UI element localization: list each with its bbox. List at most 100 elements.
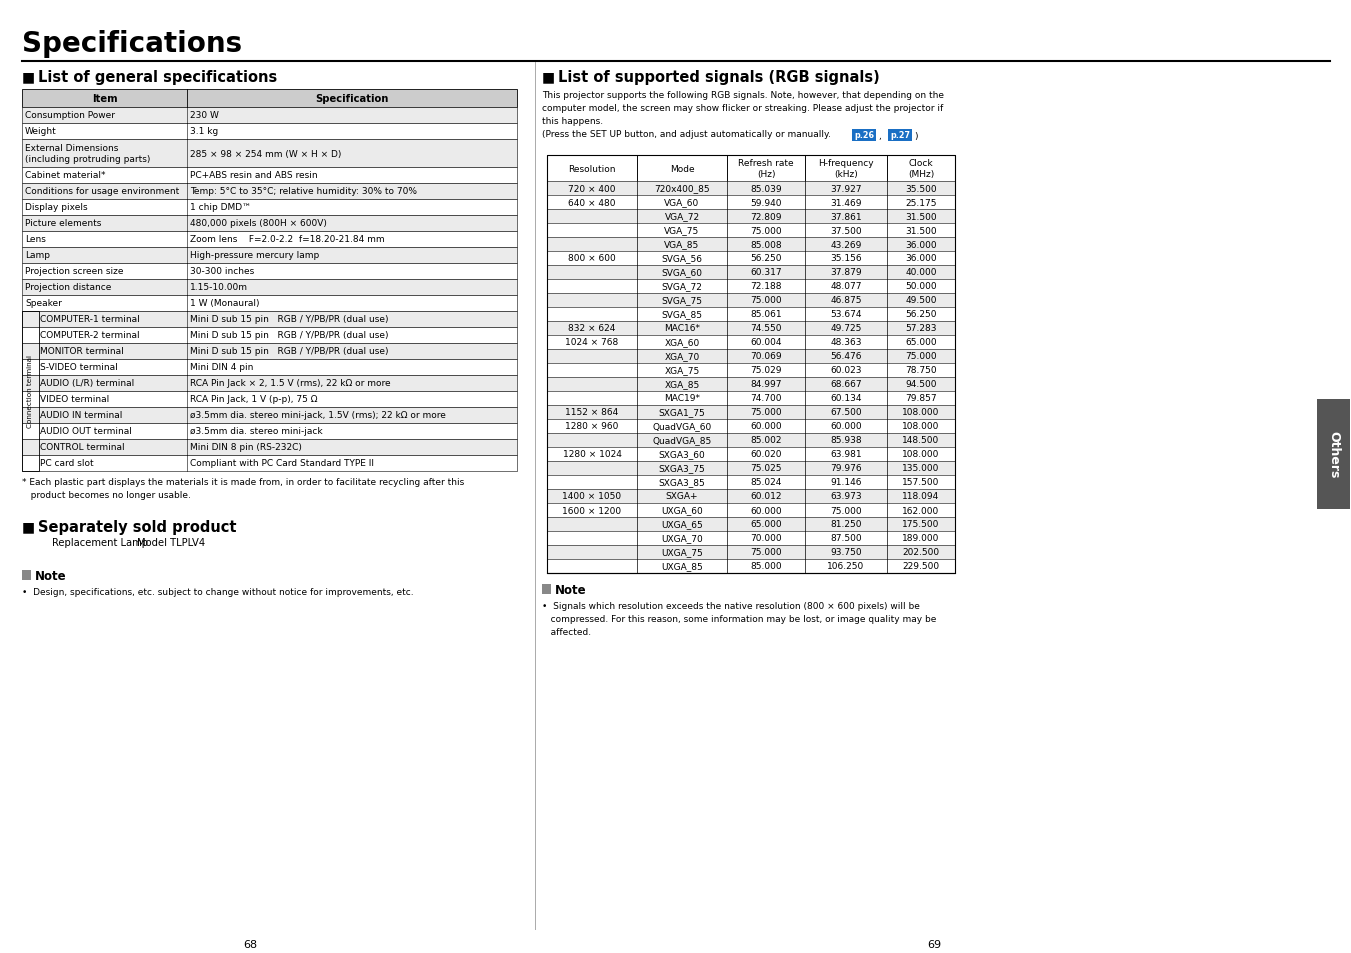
Text: PC card slot: PC card slot (41, 459, 93, 468)
Text: 46.875: 46.875 (831, 296, 862, 305)
Text: 285 × 98 × 254 mm (W × H × D): 285 × 98 × 254 mm (W × H × D) (190, 150, 342, 158)
Text: Projection distance: Projection distance (26, 283, 111, 293)
Bar (22, 392, 517, 408)
Text: Conditions for usage environment: Conditions for usage environment (26, 188, 180, 196)
Text: 79.976: 79.976 (830, 464, 862, 473)
Text: 202.500: 202.500 (902, 548, 939, 557)
Text: (Press the SET UP button, and adjust automatically or manually.: (Press the SET UP button, and adjust aut… (542, 130, 831, 139)
Bar (547, 434, 955, 448)
Text: 157.500: 157.500 (902, 478, 940, 487)
Text: SXGA1_75: SXGA1_75 (659, 408, 705, 417)
Text: 75.029: 75.029 (750, 366, 782, 375)
Text: Picture elements: Picture elements (26, 219, 101, 229)
Bar (547, 476, 955, 490)
Text: UXGA_70: UXGA_70 (661, 534, 703, 543)
Text: 108.000: 108.000 (902, 450, 940, 459)
Text: Note: Note (35, 569, 66, 582)
Text: 720 × 400: 720 × 400 (569, 184, 616, 193)
Text: 36.000: 36.000 (905, 254, 936, 263)
Text: 70.069: 70.069 (750, 352, 782, 361)
Text: 65.000: 65.000 (905, 338, 936, 347)
Text: 175.500: 175.500 (902, 520, 940, 529)
Text: QuadVGA_60: QuadVGA_60 (653, 422, 712, 431)
Bar (888, 130, 912, 142)
Text: SVGA_56: SVGA_56 (662, 254, 703, 263)
Text: 85.008: 85.008 (750, 240, 782, 250)
Text: 75.000: 75.000 (750, 408, 782, 417)
Bar (547, 406, 955, 419)
Text: 31.500: 31.500 (905, 213, 936, 221)
Text: 106.250: 106.250 (827, 562, 865, 571)
Bar (542, 584, 551, 595)
Text: Replacement Lamp: Replacement Lamp (51, 537, 149, 547)
Text: SXGA+: SXGA+ (666, 492, 698, 501)
Text: 1280 × 1024: 1280 × 1024 (562, 450, 621, 459)
Text: XGA_75: XGA_75 (665, 366, 700, 375)
Text: Mini DIN 4 pin: Mini DIN 4 pin (190, 363, 254, 372)
Text: 56.250: 56.250 (750, 254, 782, 263)
Text: ■: ■ (542, 70, 555, 84)
Text: UXGA_65: UXGA_65 (661, 520, 703, 529)
Bar (547, 195, 955, 210)
Text: Refresh rate
(Hz): Refresh rate (Hz) (738, 159, 794, 178)
Text: High-pressure mercury lamp: High-pressure mercury lamp (190, 252, 319, 260)
Bar (22, 375, 517, 392)
Text: QuadVGA_85: QuadVGA_85 (653, 436, 712, 445)
Text: 60.000: 60.000 (830, 422, 862, 431)
Text: This projector supports the following RGB signals. Note, however, that depending: This projector supports the following RG… (542, 91, 944, 100)
Text: 1400 × 1050: 1400 × 1050 (562, 492, 621, 501)
Text: 60.000: 60.000 (750, 506, 782, 515)
Text: 1.15-10.00m: 1.15-10.00m (190, 283, 249, 293)
Text: 91.146: 91.146 (831, 478, 862, 487)
Text: Resolution: Resolution (569, 164, 616, 173)
Bar (22, 344, 517, 359)
Text: 37.927: 37.927 (831, 184, 862, 193)
Bar (547, 532, 955, 545)
Bar (547, 490, 955, 503)
Text: 70.000: 70.000 (750, 534, 782, 543)
Bar (805, 156, 888, 182)
Text: Clock
(MHz): Clock (MHz) (908, 159, 934, 178)
Bar (547, 377, 955, 392)
Bar (547, 252, 955, 266)
Text: SXGA3_85: SXGA3_85 (659, 478, 705, 487)
Text: * Each plastic part displays the materials it is made from, in order to facilita: * Each plastic part displays the materia… (22, 477, 465, 486)
Bar (22, 328, 517, 344)
Bar (22, 200, 517, 215)
Text: 148.500: 148.500 (902, 436, 940, 445)
Text: 832 × 624: 832 × 624 (569, 324, 616, 334)
Text: Mini DIN 8 pin (RS-232C): Mini DIN 8 pin (RS-232C) (190, 443, 301, 452)
Bar (22, 359, 517, 375)
Bar (547, 156, 638, 182)
Bar (547, 448, 955, 461)
Text: 118.094: 118.094 (902, 492, 940, 501)
Text: p.26: p.26 (854, 132, 874, 140)
Text: 84.997: 84.997 (750, 380, 782, 389)
Text: 74.550: 74.550 (750, 324, 782, 334)
Text: this happens.: this happens. (542, 117, 603, 126)
Text: 43.269: 43.269 (831, 240, 862, 250)
Text: 59.940: 59.940 (750, 198, 782, 208)
Text: 63.973: 63.973 (830, 492, 862, 501)
Text: Cabinet material*: Cabinet material* (26, 172, 105, 180)
Text: List of supported signals (RGB signals): List of supported signals (RGB signals) (558, 70, 880, 85)
Text: 1152 × 864: 1152 × 864 (565, 408, 619, 417)
Text: VGA_85: VGA_85 (665, 240, 700, 250)
Bar (22, 264, 517, 280)
Bar (888, 156, 955, 182)
Bar (547, 335, 955, 350)
Text: 1280 × 960: 1280 × 960 (565, 422, 619, 431)
Bar (22, 140, 517, 168)
Text: 135.000: 135.000 (902, 464, 940, 473)
Text: 640 × 480: 640 × 480 (569, 198, 616, 208)
Text: 480,000 pixels (800H × 600V): 480,000 pixels (800H × 600V) (190, 219, 327, 229)
Text: 65.000: 65.000 (750, 520, 782, 529)
Bar (547, 224, 955, 237)
Text: computer model, the screen may show flicker or streaking. Please adjust the proj: computer model, the screen may show flic… (542, 104, 943, 112)
Text: Item: Item (92, 94, 118, 104)
Text: External Dimensions
(including protruding parts): External Dimensions (including protrudin… (26, 144, 150, 164)
Text: 108.000: 108.000 (902, 422, 940, 431)
Text: RCA Pin Jack, 1 V (p-p), 75 Ω: RCA Pin Jack, 1 V (p-p), 75 Ω (190, 395, 317, 404)
Bar (22, 439, 517, 456)
Text: SVGA_75: SVGA_75 (662, 296, 703, 305)
